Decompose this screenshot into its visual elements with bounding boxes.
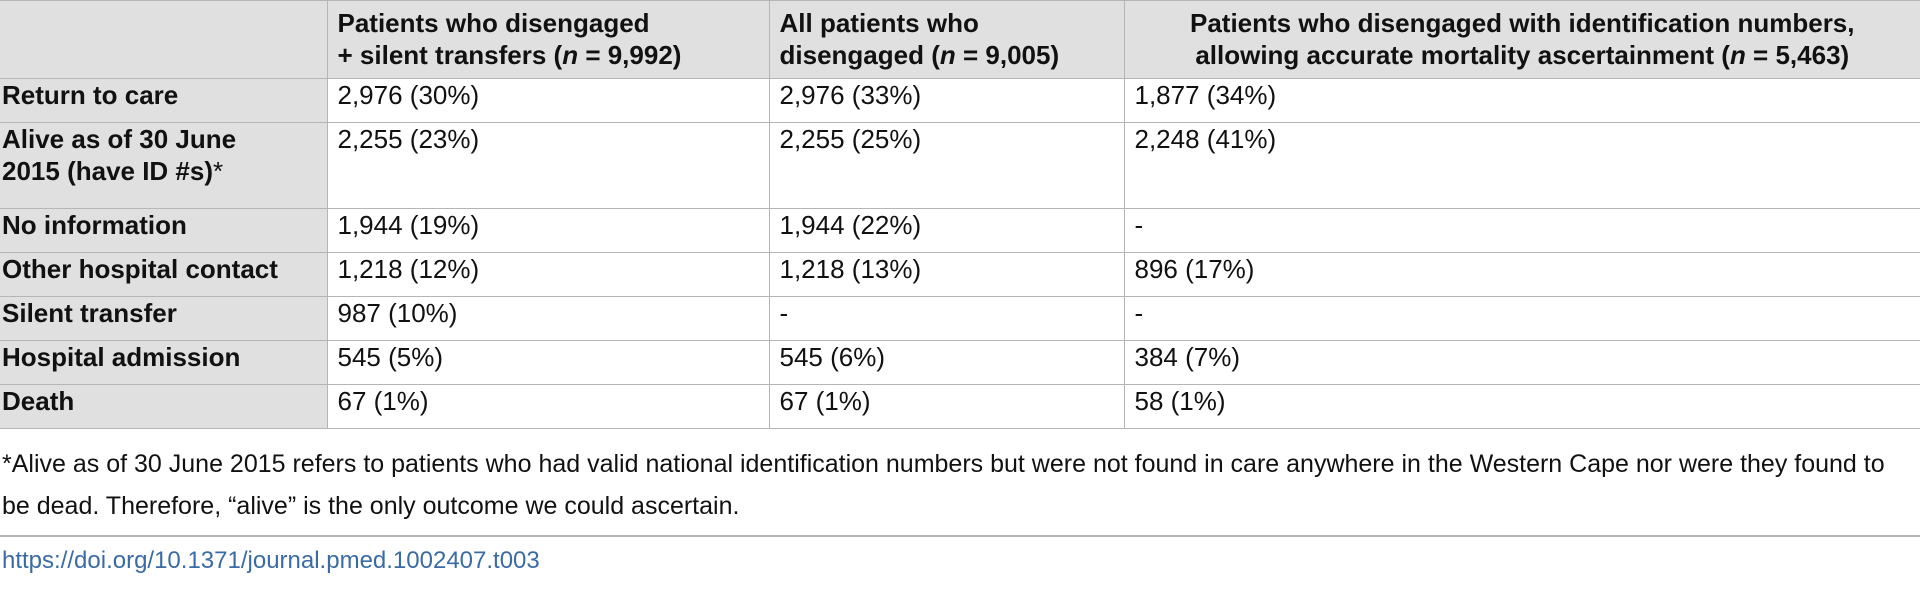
table-cell: 1,218 (12%) (326, 252, 770, 297)
table-cell: 1,218 (13%) (768, 252, 1125, 297)
table-cell: 987 (10%) (326, 296, 770, 341)
row-label-alive-line2: 2015 (have ID #s) (2, 156, 214, 186)
table-cell: 2,976 (33%) (768, 78, 1125, 123)
table-cell: - (1123, 296, 1920, 341)
row-label-hospital-admission: Hospital admission (0, 340, 328, 385)
table-row: Silent transfer 987 (10%) - - (0, 296, 1920, 341)
header-col3-line1: Patients who disengaged with identificat… (1189, 8, 1855, 38)
table-cell: 1,877 (34%) (1123, 78, 1920, 123)
table-cell: 58 (1%) (1123, 384, 1920, 429)
header-corner-cell (0, 0, 328, 79)
row-label-no-information: No information (0, 208, 328, 253)
table-cell: 2,255 (25%) (768, 122, 1125, 209)
header-col-with-id-numbers: Patients who disengaged with identificat… (1123, 0, 1920, 79)
header-col2-line2: disengaged ( (779, 40, 940, 70)
table-row: Other hospital contact 1,218 (12%) 1,218… (0, 252, 1920, 297)
table-footnote: *Alive as of 30 June 2015 refers to pati… (0, 443, 1920, 537)
row-label-alive-line1: Alive as of 30 June (2, 124, 237, 154)
header-col-disengaged-plus-silent: Patients who disengaged + silent transfe… (326, 0, 770, 79)
table-cell: 67 (1%) (326, 384, 770, 429)
table-row: No information 1,944 (19%) 1,944 (22%) - (0, 208, 1920, 253)
outcomes-table: Patients who disengaged + silent transfe… (0, 0, 1920, 429)
header-col2-n-symbol: n (939, 40, 956, 70)
table-cell: 1,944 (22%) (768, 208, 1125, 253)
table-row: Alive as of 30 June 2015 (have ID #s)* 2… (0, 122, 1920, 209)
table-cell: 2,248 (41%) (1123, 122, 1920, 209)
table-cell: - (768, 296, 1125, 341)
table-cell: 545 (5%) (326, 340, 770, 385)
header-col3-n-value: = 5,463) (1745, 40, 1850, 70)
row-label-alive: Alive as of 30 June 2015 (have ID #s)* (0, 122, 328, 209)
table-cell: 67 (1%) (768, 384, 1125, 429)
doi-link[interactable]: https://doi.org/10.1371/journal.pmed.100… (2, 547, 540, 574)
header-col1-n-value: = 9,992) (578, 40, 682, 70)
header-col-all-disengaged: All patients who disengaged (n = 9,005) (768, 0, 1125, 79)
row-label-return-to-care: Return to care (0, 78, 328, 123)
table-cell: 384 (7%) (1123, 340, 1920, 385)
table-cell: 1,944 (19%) (326, 208, 770, 253)
footnote-marker: * (213, 156, 224, 186)
table-cell: - (1123, 208, 1920, 253)
header-col2-line1: All patients who (779, 8, 979, 38)
row-label-death: Death (0, 384, 328, 429)
header-col3-n-symbol: n (1729, 40, 1746, 70)
table-cell: 545 (6%) (768, 340, 1125, 385)
header-col1-line2: + silent transfers ( (337, 40, 563, 70)
header-col1-line1: Patients who disengaged (337, 8, 650, 38)
table-row: Death 67 (1%) 67 (1%) 58 (1%) (0, 384, 1920, 429)
table-cell: 2,976 (30%) (326, 78, 770, 123)
table-cell: 2,255 (23%) (326, 122, 770, 209)
table-row: Hospital admission 545 (5%) 545 (6%) 384… (0, 340, 1920, 385)
table-header-row: Patients who disengaged + silent transfe… (0, 0, 1920, 79)
header-col2-n-value: = 9,005) (955, 40, 1060, 70)
table-row: Return to care 2,976 (30%) 2,976 (33%) 1… (0, 78, 1920, 123)
header-col1-n-symbol: n (562, 40, 579, 70)
header-col3-line2: allowing accurate mortality ascertainmen… (1195, 40, 1730, 70)
table-cell: 896 (17%) (1123, 252, 1920, 297)
row-label-other-hospital-contact: Other hospital contact (0, 252, 328, 297)
row-label-silent-transfer: Silent transfer (0, 296, 328, 341)
